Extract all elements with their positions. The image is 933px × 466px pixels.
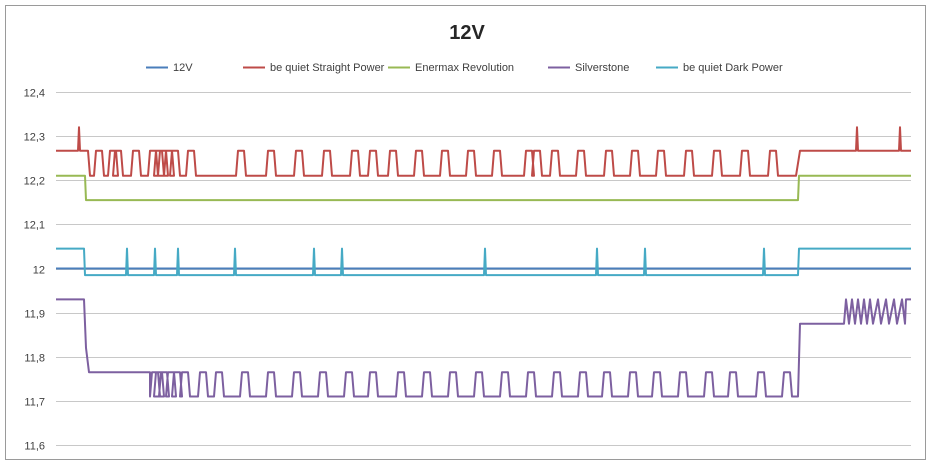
y-axis: 11,6 11,7 11,8 11,9 12 12,1 12,2 12,3 12,4: [24, 88, 45, 453]
y-tick-label: 11,6: [24, 441, 45, 453]
chart-svg: 12V 12V be quiet Straight Power Enermax Re…: [24, 22, 911, 453]
y-tick-label: 12,3: [24, 132, 45, 144]
series-line: [56, 126, 911, 177]
legend-label: Enermax Revolution: [415, 62, 514, 74]
legend-label: be quiet Straight Power: [270, 62, 385, 74]
y-tick-label: 11,7: [24, 397, 45, 409]
legend-entry: 12V: [146, 62, 193, 74]
y-tick-label: 11,9: [24, 309, 45, 321]
legend-label: Silverstone: [575, 62, 629, 74]
chart-frame: 12V 12V be quiet Straight Power Enermax Re…: [5, 5, 926, 460]
series-line: [56, 247, 911, 277]
legend-label: 12V: [173, 62, 193, 74]
legend-label: be quiet Dark Power: [683, 62, 783, 74]
legend-entry: Enermax Revolution: [388, 62, 514, 74]
legend: 12V be quiet Straight Power Enermax Revolu…: [146, 62, 783, 74]
series-line: [56, 298, 911, 398]
legend-entry: be quiet Dark Power: [656, 62, 783, 74]
legend-entry: Silverstone: [548, 62, 629, 74]
y-tick-label: 12,4: [24, 88, 45, 100]
chart-title: 12V: [449, 22, 485, 44]
y-tick-label: 12,1: [24, 220, 45, 232]
series-layer: [56, 126, 911, 398]
series-line: [56, 174, 911, 202]
y-tick-label: 11,8: [24, 353, 45, 365]
legend-entry: be quiet Straight Power: [243, 62, 385, 74]
y-tick-label: 12: [33, 265, 45, 277]
y-tick-label: 12,2: [24, 176, 45, 188]
